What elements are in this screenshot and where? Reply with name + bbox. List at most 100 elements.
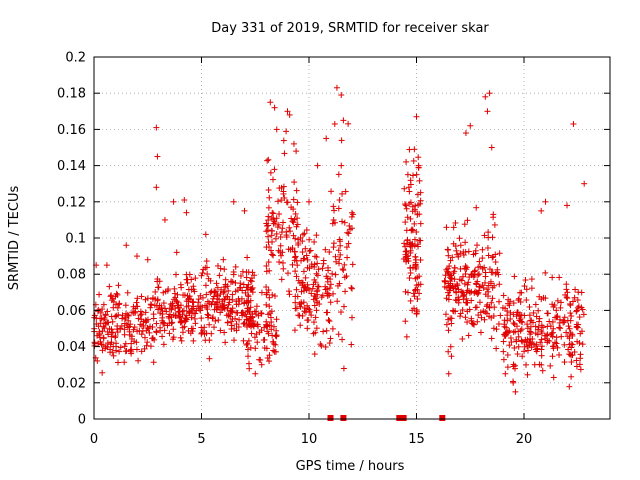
data-point <box>463 295 470 302</box>
data-point <box>276 259 283 266</box>
data-point <box>504 312 511 319</box>
data-point <box>314 283 321 290</box>
data-point <box>217 265 224 272</box>
data-point <box>202 231 209 238</box>
data-point <box>264 322 271 329</box>
y-tick-label: 0.04 <box>57 340 86 355</box>
data-point <box>475 312 482 319</box>
data-point <box>265 156 272 163</box>
y-tick-label: 0.12 <box>57 195 86 210</box>
data-point <box>299 282 306 289</box>
data-point <box>233 321 240 328</box>
data-point <box>191 315 198 322</box>
data-point <box>267 169 274 176</box>
data-point <box>523 297 530 304</box>
data-point <box>327 299 334 306</box>
data-point <box>204 306 211 313</box>
data-point <box>313 232 320 239</box>
data-point <box>531 361 538 368</box>
data-point <box>485 229 492 236</box>
data-point <box>164 322 171 329</box>
data-point <box>455 294 462 301</box>
data-point <box>270 220 277 227</box>
data-point <box>208 330 215 337</box>
data-point <box>573 308 580 315</box>
data-point <box>270 340 277 347</box>
data-point <box>108 313 115 320</box>
data-point <box>502 330 509 337</box>
data-point <box>517 312 524 319</box>
data-point <box>563 294 570 301</box>
data-point <box>524 347 531 354</box>
data-point <box>134 295 141 302</box>
data-point <box>581 180 588 187</box>
data-point <box>244 254 251 261</box>
data-point <box>494 266 501 273</box>
data-point <box>252 370 259 377</box>
data-point <box>348 341 355 348</box>
data-point <box>412 287 419 294</box>
data-point <box>330 290 337 297</box>
data-point <box>552 339 559 346</box>
data-point <box>533 313 540 320</box>
data-point <box>270 252 277 259</box>
data-point <box>457 313 464 320</box>
data-point <box>265 187 272 194</box>
data-point <box>283 234 290 241</box>
y-tick-label: 0.06 <box>57 304 86 319</box>
data-point <box>99 306 106 313</box>
data-point <box>314 297 321 304</box>
data-point <box>445 348 452 355</box>
data-point <box>404 171 411 178</box>
data-point <box>300 268 307 275</box>
data-point <box>103 320 110 327</box>
data-point <box>403 227 410 234</box>
data-point <box>106 283 113 290</box>
data-point <box>190 337 197 344</box>
data-point <box>528 340 535 347</box>
data-point <box>335 205 342 212</box>
data-point <box>185 286 192 293</box>
data-point <box>281 194 288 201</box>
data-point <box>283 199 290 206</box>
data-point <box>183 209 190 216</box>
data-point <box>413 113 420 120</box>
data-point <box>411 293 418 300</box>
gap-marker <box>340 415 347 421</box>
data-point <box>450 270 457 277</box>
data-point <box>103 262 110 269</box>
data-point <box>576 314 583 321</box>
data-point <box>263 244 270 251</box>
data-point <box>311 351 318 358</box>
data-point <box>324 309 331 316</box>
data-point <box>416 273 423 280</box>
data-point <box>554 297 561 304</box>
data-point <box>457 250 464 257</box>
gap-markers <box>327 415 446 421</box>
data-point <box>558 299 565 306</box>
data-point <box>271 104 278 111</box>
data-point <box>302 245 309 252</box>
data-point <box>403 158 410 165</box>
data-point <box>141 345 148 352</box>
data-point <box>273 126 280 133</box>
data-point <box>225 312 232 319</box>
data-point <box>152 288 159 295</box>
data-point <box>258 327 265 334</box>
data-point <box>453 281 460 288</box>
data-point <box>128 335 135 342</box>
data-point <box>451 264 458 271</box>
data-point <box>333 84 340 91</box>
data-point <box>468 297 475 304</box>
data-point <box>100 341 107 348</box>
data-point <box>266 194 273 201</box>
data-point <box>280 219 287 226</box>
data-point <box>309 285 316 292</box>
data-point <box>481 232 488 239</box>
x-tick-label: 20 <box>516 432 533 447</box>
data-point <box>241 207 248 214</box>
data-point <box>527 317 534 324</box>
data-point <box>460 293 467 300</box>
data-point <box>338 137 345 144</box>
data-point <box>571 348 578 355</box>
